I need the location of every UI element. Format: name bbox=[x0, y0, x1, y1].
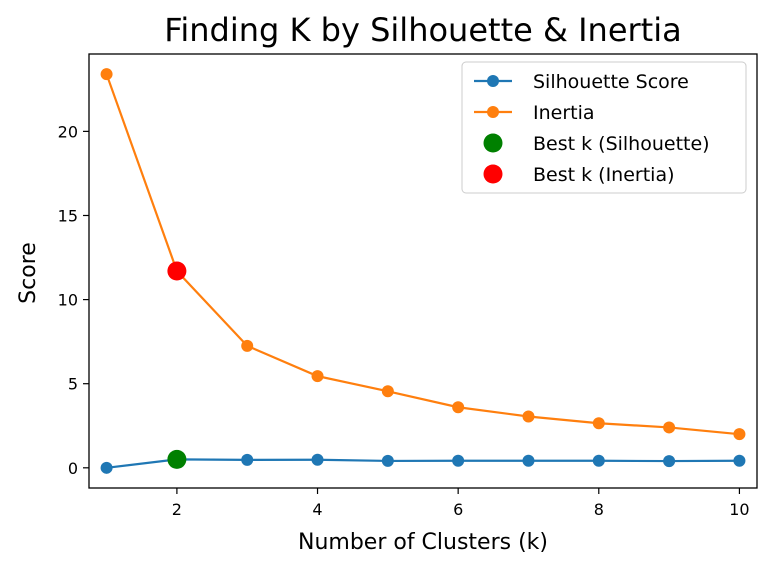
x-tick-label-2: 6 bbox=[453, 500, 463, 519]
x-tick-label-4: 10 bbox=[729, 500, 749, 519]
legend-box bbox=[461, 61, 747, 194]
data-point-1-9 bbox=[733, 428, 746, 441]
series-line-1 bbox=[105, 73, 740, 436]
data-point-1-7 bbox=[592, 417, 605, 430]
y-tick-label-4: 20 bbox=[58, 122, 78, 141]
data-point-0-3 bbox=[311, 453, 324, 466]
legend-marker-2 bbox=[483, 133, 503, 153]
y-axis-label: Score bbox=[16, 242, 41, 304]
data-point-1-0 bbox=[100, 68, 113, 81]
chart-title: Finding K by Silhouette & Inertia bbox=[164, 11, 681, 49]
data-point-1-3 bbox=[311, 370, 324, 383]
legend-label-3: Best k (Inertia) bbox=[533, 164, 675, 186]
data-point-1-2 bbox=[241, 339, 254, 352]
data-point-1-6 bbox=[522, 410, 535, 423]
data-point-0-5 bbox=[452, 454, 465, 467]
data-point-0-6 bbox=[522, 454, 535, 467]
data-point-1-8 bbox=[663, 421, 676, 434]
highlight-point-0 bbox=[167, 449, 187, 469]
x-tick-label-1: 4 bbox=[312, 500, 322, 519]
data-point-1-4 bbox=[381, 385, 394, 398]
x-tick-label-0: 2 bbox=[172, 500, 182, 519]
x-axis-label: Number of Clusters (k) bbox=[298, 530, 548, 555]
y-tick-label-0: 0 bbox=[68, 459, 78, 478]
y-tick-label-1: 5 bbox=[68, 375, 78, 394]
legend-marker-0 bbox=[487, 75, 499, 87]
x-tick-label-3: 8 bbox=[594, 500, 604, 519]
data-point-1-5 bbox=[452, 401, 465, 414]
series-line-0 bbox=[106, 458, 740, 469]
data-point-0-2 bbox=[241, 453, 254, 466]
data-point-0-9 bbox=[733, 454, 746, 467]
legend-marker-3 bbox=[483, 164, 503, 184]
y-tick-label-2: 10 bbox=[58, 291, 78, 310]
highlight-point-1 bbox=[167, 261, 187, 281]
data-point-0-8 bbox=[663, 455, 676, 468]
legend-label-1: Inertia bbox=[533, 102, 595, 124]
y-tick-label-3: 15 bbox=[58, 206, 78, 225]
data-point-0-4 bbox=[381, 454, 394, 467]
legend: Silhouette Score Inertia Best k (Silhouett… bbox=[461, 61, 747, 194]
data-point-0-7 bbox=[592, 454, 605, 467]
plot-area: 2 4 6 8 10 0 5 10 15 20 bbox=[58, 53, 758, 519]
legend-marker-1 bbox=[487, 106, 499, 118]
data-point-0-0 bbox=[100, 461, 113, 474]
axes-frame bbox=[88, 53, 758, 489]
legend-label-0: Silhouette Score bbox=[533, 71, 689, 93]
legend-label-2: Best k (Silhouette) bbox=[533, 133, 710, 155]
